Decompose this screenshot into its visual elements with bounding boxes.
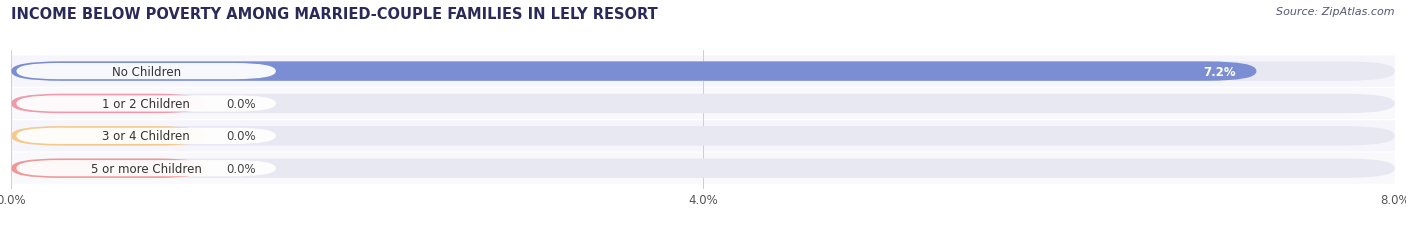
Text: INCOME BELOW POVERTY AMONG MARRIED-COUPLE FAMILIES IN LELY RESORT: INCOME BELOW POVERTY AMONG MARRIED-COUPL… [11,7,658,22]
FancyBboxPatch shape [11,88,1395,119]
FancyBboxPatch shape [11,159,205,178]
FancyBboxPatch shape [17,96,276,112]
FancyBboxPatch shape [11,56,1395,87]
FancyBboxPatch shape [11,153,1395,184]
FancyBboxPatch shape [11,62,1257,82]
FancyBboxPatch shape [11,94,1395,114]
Text: 1 or 2 Children: 1 or 2 Children [103,97,190,110]
FancyBboxPatch shape [11,94,205,114]
FancyBboxPatch shape [11,62,1395,82]
Text: 3 or 4 Children: 3 or 4 Children [103,130,190,143]
Text: 0.0%: 0.0% [226,162,256,175]
Text: 7.2%: 7.2% [1204,65,1236,78]
Text: 5 or more Children: 5 or more Children [91,162,201,175]
FancyBboxPatch shape [11,127,1395,146]
FancyBboxPatch shape [17,64,276,80]
Text: Source: ZipAtlas.com: Source: ZipAtlas.com [1277,7,1395,17]
FancyBboxPatch shape [17,160,276,176]
FancyBboxPatch shape [11,127,205,146]
Text: 0.0%: 0.0% [226,97,256,110]
FancyBboxPatch shape [17,128,276,144]
FancyBboxPatch shape [11,121,1395,152]
FancyBboxPatch shape [11,159,1395,178]
Text: 0.0%: 0.0% [226,130,256,143]
Text: No Children: No Children [111,65,181,78]
